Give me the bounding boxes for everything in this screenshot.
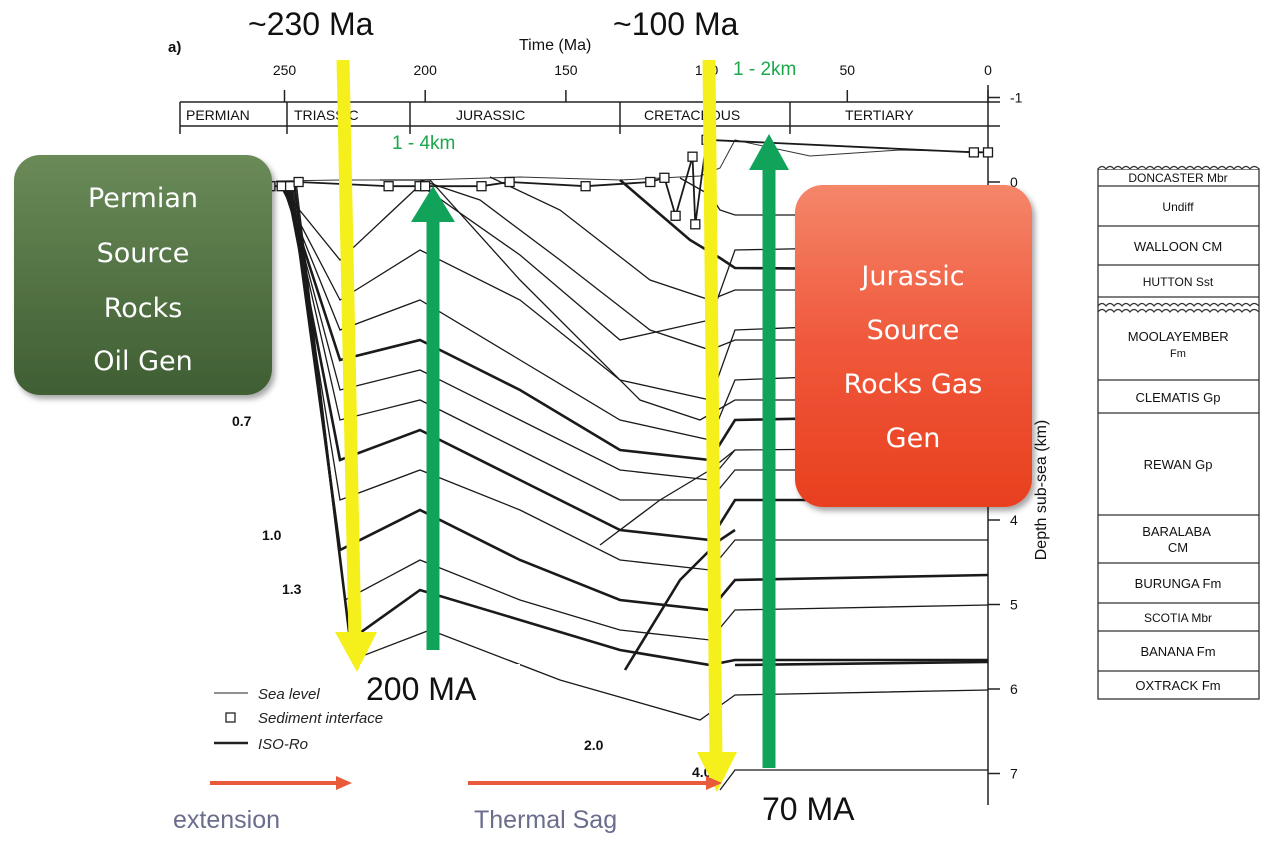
strat-moolayember-name: MOOLAYEMBER: [1128, 329, 1229, 344]
label-200-ma: 200 MA: [366, 671, 477, 707]
x-tick-label: 250: [273, 62, 297, 78]
extension-arrowhead: [336, 776, 352, 790]
yellow-arrow-cretaceous: [702, 59, 723, 761]
label-uplift-1-4km: 1 - 4km: [392, 133, 455, 154]
x-tick-label: 0: [984, 62, 992, 78]
period-permian: PERMIAN: [186, 107, 250, 123]
green-arrowhead-jurassic: [411, 186, 455, 222]
strat-baralaba-name: BARALABA: [1142, 524, 1211, 539]
jurassic-box-line-3: Rocks Gas: [844, 369, 983, 400]
sea-level-line: [275, 139, 989, 182]
green-arrows: [411, 134, 789, 768]
sediment-interface-marker: [690, 219, 701, 230]
permian-source-box: Permian Source Rocks Oil Gen: [14, 155, 272, 395]
x-axis-label: Time (Ma): [519, 37, 591, 54]
sediment-interface-marker: [659, 172, 670, 183]
sediment-interface-marker: [982, 147, 994, 158]
iso-ro-label-0-7: 0.7: [232, 413, 252, 429]
x-tick-label: 150: [554, 62, 578, 78]
sediment-interface-marker: [284, 181, 296, 192]
strat-moolayember-fm: Fm: [1170, 348, 1186, 360]
y-tick-label: 0: [1010, 174, 1018, 190]
label-70-ma: 70 MA: [762, 791, 855, 827]
strat-baralaba-cm: CM: [1168, 540, 1188, 555]
y-tick-label: 5: [1010, 597, 1018, 613]
strat-scotia: SCOTIA Mbr: [1144, 611, 1212, 625]
stratigraphic-column: DONCASTER Mbr Undiff WALLOON CM HUTTON S…: [1097, 165, 1260, 700]
strat-walloon: WALLOON CM: [1134, 239, 1222, 254]
jurassic-source-box: Jurassic Source Rocks Gas Gen: [795, 185, 1032, 507]
label-100-ma: ~100 Ma: [613, 6, 739, 42]
jurassic-box-line-1: Jurassic: [859, 261, 964, 292]
sediment-interface-marker: [504, 176, 515, 188]
sediment-interface-marker: [687, 151, 698, 162]
strat-doncaster: DONCASTER Mbr: [1128, 171, 1227, 185]
legend: Sea level Sediment interface ISO-Ro: [214, 686, 383, 753]
strat-undiff: Undiff: [1162, 200, 1194, 214]
yellow-arrowhead-triassic: [335, 632, 377, 672]
sediment-interface-marker: [276, 181, 287, 192]
legend-sediment-swatch: [225, 712, 236, 723]
permian-box-line-4: Oil Gen: [93, 346, 192, 377]
iso-ro-label-1-3: 1.3: [282, 581, 302, 597]
sediment-interface-marker: [670, 210, 681, 221]
unconformity-top: [1097, 165, 1260, 170]
y-axis-label: Depth sub-sea (km): [1033, 420, 1050, 561]
x-tick-label: 50: [840, 62, 856, 78]
label-thermal-sag: Thermal Sag: [474, 806, 617, 834]
iso-ro-label-1-0: 1.0: [262, 527, 282, 543]
strat-moolayember: MOOLAYEMBER Fm: [1128, 329, 1233, 360]
phase-arrows: extension Thermal Sag: [173, 776, 722, 834]
yellow-arrow-triassic: [336, 59, 362, 641]
iso-ro-label-2-0: 2.0: [584, 737, 604, 753]
yellow-arrowhead-cretaceous: [697, 752, 737, 792]
permian-box-line-3: Rocks: [104, 293, 183, 324]
strat-banana: BANANA Fm: [1140, 644, 1215, 659]
sediment-interface-marker: [476, 181, 487, 192]
green-arrowhead-tertiary: [749, 134, 789, 170]
label-uplift-1-2km: 1 - 2km: [733, 59, 796, 80]
legend-iso-ro: ISO-Ro: [258, 736, 308, 753]
sediment-interface-marker: [293, 176, 304, 188]
strat-burunga: BURUNGA Fm: [1135, 576, 1222, 591]
bottom-label-bg: [360, 664, 520, 708]
thermal-sag-arrowhead: [706, 776, 722, 790]
period-bar: PERMIAN TRIASSIC JURASSIC CRETACEOUS TER…: [179, 102, 1000, 134]
uplift-label-bg: [726, 54, 830, 82]
strat-oxtrack: OXTRACK Fm: [1135, 678, 1220, 693]
strat-hutton: HUTTON Sst: [1143, 275, 1214, 289]
strat-clematis: CLEMATIS Gp: [1135, 390, 1220, 405]
sediment-interface-marker: [383, 181, 394, 192]
sediment-interface-marker: [645, 176, 656, 188]
label-extension: extension: [173, 806, 280, 834]
period-jurassic: JURASSIC: [456, 107, 525, 123]
legend-sediment-interface: Sediment interface: [258, 710, 383, 727]
jurassic-box-line-2: Source: [867, 315, 960, 346]
sediment-interface-marker: [968, 147, 980, 158]
y-tick-label: 4: [1010, 512, 1018, 528]
permian-box-line-2: Source: [97, 238, 190, 269]
strat-rewan: REWAN Gp: [1144, 457, 1213, 472]
jurassic-box-line-4: Gen: [886, 423, 941, 454]
sediment-interface-marker: [580, 181, 591, 192]
sediment-interface-marker: [420, 181, 431, 192]
x-axis-ticks: 250200150100500: [273, 62, 992, 102]
period-cretaceous: CRETACEOUS: [644, 107, 740, 123]
legend-sea-level: Sea level: [258, 686, 320, 703]
y-tick-label: 6: [1010, 681, 1018, 697]
label-230-ma: ~230 Ma: [248, 6, 374, 42]
period-tertiary: TERTIARY: [845, 107, 914, 123]
y-tick-label: -1: [1010, 90, 1023, 106]
permian-box-line-1: Permian: [88, 183, 198, 214]
unconformity-mid: [1097, 302, 1260, 313]
yellow-arrows: [335, 59, 737, 792]
panel-label: a): [168, 39, 181, 56]
y-tick-label: 7: [1010, 766, 1018, 782]
x-tick-label: 200: [414, 62, 438, 78]
strat-baralaba: BARALABA CM: [1142, 524, 1214, 555]
